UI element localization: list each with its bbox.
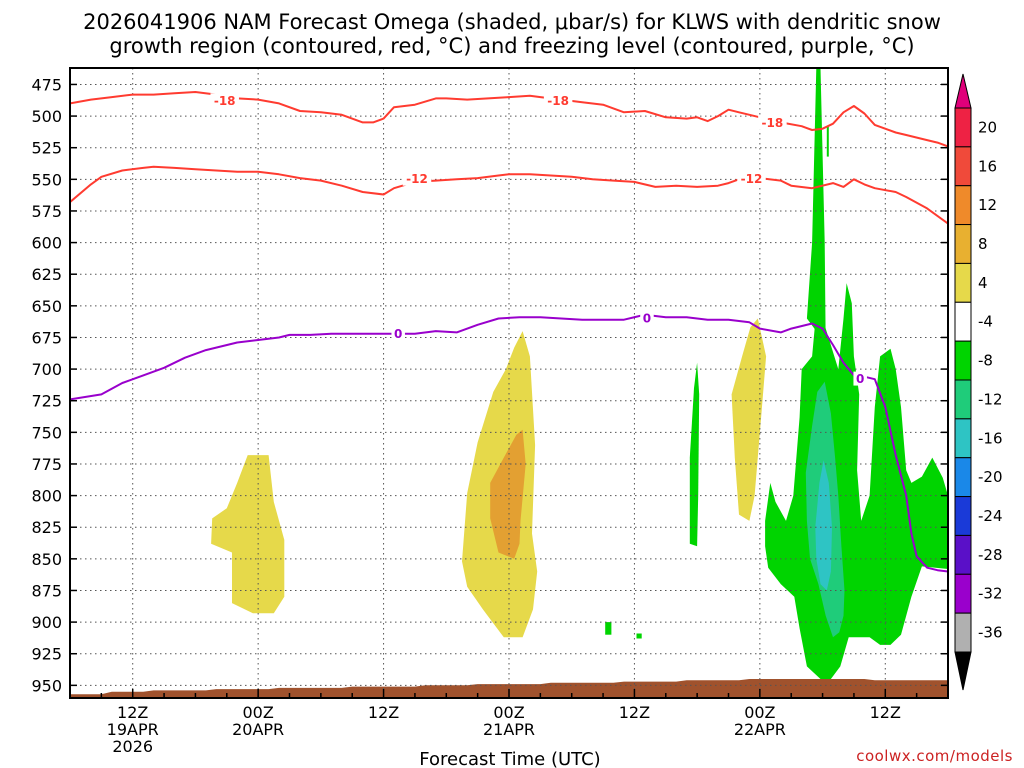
x-tick-label-line-3: 2026: [112, 737, 153, 756]
colorbar-swatch: [954, 262, 972, 303]
x-tick-label-line-1: 00Z: [744, 703, 775, 722]
chart-title-line-2: growth region (contoured, red, °C) and f…: [109, 34, 914, 58]
colorbar-swatch: [954, 107, 972, 148]
x-axis-title: Forecast Time (UTC): [419, 749, 600, 768]
y-tick-label: 750: [31, 423, 62, 442]
y-tick-label: 500: [31, 107, 62, 126]
x-tick-label-line-1: 12Z: [117, 703, 148, 722]
y-tick-label: 600: [31, 234, 62, 253]
colorbar-label: -8: [978, 352, 993, 370]
colorbar-label: -28: [978, 546, 1003, 564]
y-tick-label: 625: [31, 265, 62, 284]
colorbar-swatch: [954, 379, 972, 420]
x-tick-label-line-2: 19APR: [107, 720, 159, 739]
y-tick-label: 475: [31, 75, 62, 94]
colorbar-label: 12: [978, 196, 997, 214]
dgz-contour-2-label: -12: [406, 172, 428, 186]
freezing-level-contour-label-bg: [853, 371, 867, 386]
dgz-contour-2-label: -12: [741, 172, 763, 186]
colorbar-label: -20: [978, 468, 1003, 486]
y-tick-label: 800: [31, 487, 62, 506]
y-tick-label: 700: [31, 360, 62, 379]
colorbar-label: 16: [978, 157, 997, 175]
omega-region-sinking-12: [815, 460, 832, 591]
x-tick-label-line-1: 00Z: [242, 703, 273, 722]
omega-region-sinking-4-spike: [806, 68, 826, 344]
omega-region-speck-2: [636, 633, 642, 639]
y-tick-label: 775: [31, 455, 62, 474]
colorbar-label: -4: [978, 313, 993, 331]
colorbar-swatch: [954, 146, 972, 187]
chart-title-line-1: 2026041906 NAM Forecast Omega (shaded, μ…: [83, 10, 941, 34]
colorbar-swatch: [954, 573, 972, 614]
credit-text: coolwx.com/models: [856, 747, 1013, 765]
x-tick-label-line-2: 22APR: [734, 720, 786, 739]
y-tick-label: 900: [31, 613, 62, 632]
colorbar-swatch: [954, 534, 972, 575]
omega-region-sinking-4-fleck: [826, 126, 829, 157]
colorbar-label: -36: [978, 624, 1003, 642]
freezing-level-contour-line: [70, 313, 948, 573]
freezing-level-contour-label-bg: [391, 326, 405, 341]
y-tick-label: 525: [31, 139, 62, 158]
colorbar-swatch: [954, 185, 972, 226]
omega-region-rising-4-20apr: [211, 455, 285, 614]
colorbar-swatch: [954, 496, 972, 536]
colorbar-label: 4: [978, 274, 988, 292]
omega-region-rising-8-21apr: [490, 429, 526, 559]
colorbar-swatch: [954, 418, 972, 459]
dgz-contour-1-label-bg: [543, 93, 573, 108]
colorbar-swatch: [954, 457, 972, 498]
dgz-contour-1-label: -18: [762, 116, 784, 130]
freezing-level-contour-label-bg: [640, 310, 654, 325]
colorbar-swatch: [954, 224, 972, 264]
y-tick-label: 950: [31, 676, 62, 695]
y-tick-label: 875: [31, 581, 62, 600]
y-tick-label: 650: [31, 297, 62, 316]
plot-area: -18 -18 -18 -12 -12 0 0 0: [69, 67, 949, 699]
colorbar-swatch: [954, 301, 972, 342]
x-tick-label-line-2: 21APR: [483, 720, 535, 739]
x-tick-label-line-1: 12Z: [619, 703, 650, 722]
dgz-contour-1-label: -18: [547, 94, 569, 108]
freezing-level-contour-label: 0: [643, 311, 651, 325]
x-tick-label-line-1: 00Z: [493, 703, 524, 722]
dgz-contour-2-label-bg: [737, 171, 766, 186]
y-tick-label: 725: [31, 392, 62, 411]
y-tick-label: 825: [31, 518, 62, 537]
dgz-contour-2-label-bg: [402, 171, 432, 186]
x-tick-label-line-1: 12Z: [368, 703, 399, 722]
colorbar-label: 20: [978, 118, 997, 136]
colorbar-label: -12: [978, 390, 1003, 408]
colorbar-bottom-arrow: [954, 651, 972, 691]
freezing-level-contour-label: 0: [394, 327, 402, 341]
omega-region-sinking-4-main: [765, 283, 948, 679]
y-tick-label: 925: [31, 645, 62, 664]
plot-content: -18 -18 -18 -12 -12 0 0 0: [70, 68, 948, 698]
dgz-contour-2-line: [70, 165, 948, 225]
colorbar: 20 16 12 8 4 -4 -8 -12 -16 -20 -24 -28 -32 -36: [954, 73, 1003, 691]
colorbar-swatch: [954, 612, 972, 653]
colorbar-label: -16: [978, 429, 1003, 447]
y-axis: 475 500 525 550 575 600 625 650 675 700 725 750 775 8…: [31, 75, 948, 695]
x-tick-label-line-1: 12Z: [870, 703, 901, 722]
y-tick-label: 550: [31, 170, 62, 189]
x-tick-label-line-2: 20APR: [232, 720, 284, 739]
y-tick-label: 575: [31, 202, 62, 221]
omega-region-speck-1: [605, 622, 612, 635]
dgz-contour-1-label: -18: [214, 94, 236, 108]
omega-region-sinking-4-narrow: [689, 362, 700, 547]
y-tick-label: 850: [31, 550, 62, 569]
colorbar-label: -24: [978, 507, 1003, 525]
colorbar-label: -32: [978, 585, 1003, 603]
colorbar-label: 8: [978, 235, 988, 253]
dgz-contour-1-label-bg: [210, 93, 239, 108]
freezing-level-contour-label: 0: [856, 372, 864, 386]
y-tick-label: 675: [31, 328, 62, 347]
dgz-contour-1-label-bg: [758, 115, 787, 130]
colorbar-swatch: [954, 340, 972, 381]
